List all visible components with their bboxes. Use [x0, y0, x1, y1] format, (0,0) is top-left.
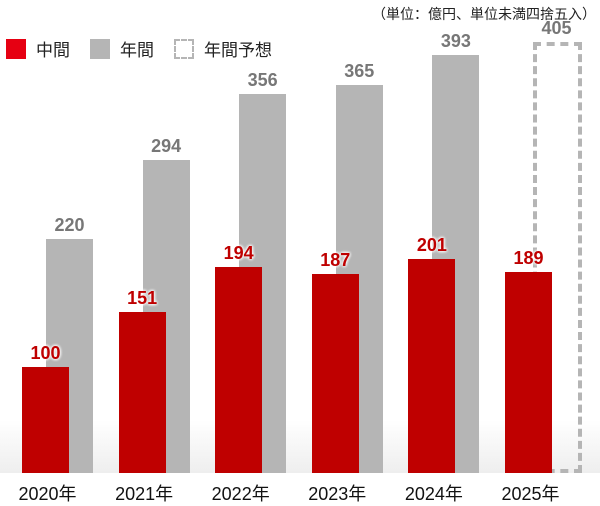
x-axis-label: 2025年: [501, 484, 560, 504]
x-axis-label: 2023年: [308, 484, 367, 504]
annual-value-label: 294: [151, 136, 182, 157]
interim-value-label: 100: [30, 342, 61, 363]
interim-bar: [505, 271, 552, 473]
legend-label: 年間: [120, 41, 154, 60]
annual-value-label: 393: [440, 30, 471, 51]
interim-value-label: 187: [320, 250, 351, 271]
legend-item-forecast: 年間予想: [174, 36, 272, 61]
interim-bar: [215, 266, 263, 473]
forecast-bar: [533, 42, 582, 473]
annual-value-label: 220: [54, 214, 85, 235]
legend-swatch-dashed-icon: [174, 38, 194, 59]
legend-label: 中間: [36, 41, 70, 60]
interim-bar: [118, 312, 166, 473]
annual-value-label: 365: [344, 60, 375, 81]
interim-bar: [408, 259, 456, 473]
chart-floor: [0, 420, 600, 473]
legend: 中間 年間 年間予想: [6, 36, 292, 61]
interim-value-label: 189: [513, 247, 544, 268]
forecast-value-label: 405: [541, 18, 572, 39]
x-axis-label: 2020年: [18, 484, 77, 504]
unit-note: （単位：億円、単位未満四捨五入）: [372, 6, 596, 22]
legend-item-interim: 中間: [6, 36, 70, 61]
interim-value-label: 201: [416, 235, 447, 256]
interim-value-label: 194: [223, 242, 254, 263]
x-axis-label: 2022年: [211, 484, 270, 504]
legend-swatch-gray-icon: [90, 38, 110, 59]
interim-bar: [311, 274, 359, 473]
legend-item-annual: 年間: [90, 36, 154, 61]
annual-value-label: 356: [247, 70, 278, 91]
x-axis-label: 2021年: [115, 484, 174, 504]
legend-label: 年間予想: [204, 41, 272, 60]
legend-swatch-red-icon: [6, 38, 26, 59]
interim-bar: [22, 366, 69, 473]
interim-value-label: 151: [127, 288, 158, 309]
x-axis-label: 2024年: [404, 484, 463, 504]
